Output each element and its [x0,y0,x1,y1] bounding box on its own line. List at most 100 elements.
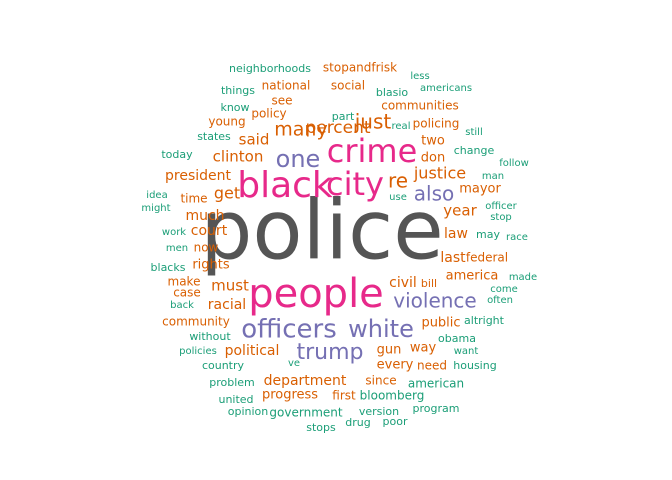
cloud-word-officers: officers [241,315,337,345]
cloud-word-said: said [239,131,270,149]
cloud-word-program: program [413,402,460,415]
cloud-word-americans: americans [420,83,472,94]
cloud-word-use: use [389,192,407,203]
cloud-word-white: white [348,315,414,343]
cloud-word-president: president [165,168,232,184]
cloud-word-many: many [274,119,327,141]
cloud-word-national: national [262,79,311,93]
cloud-word-department: department [264,373,347,389]
cloud-word-often: often [487,295,513,306]
cloud-word-racial: racial [208,297,246,313]
cloud-word-men: men [166,243,188,254]
cloud-word-mayor: mayor [459,182,501,197]
cloud-word-black: black [237,165,333,206]
cloud-word-blasio: blasio [376,86,409,99]
cloud-word-since: since [365,374,396,388]
cloud-word-states: states [197,130,231,143]
cloud-word-united: united [218,393,253,406]
cloud-word-make: make [168,275,201,289]
cloud-word-part: part [332,110,355,123]
cloud-word-stops: stops [306,421,336,434]
cloud-word-work: work [162,227,186,238]
cloud-word-without: without [189,330,231,343]
cloud-word-america: america [446,269,499,284]
cloud-word-get: get [214,184,240,203]
cloud-word-neighborhoods: neighborhoods [229,62,311,75]
cloud-word-police: police [200,183,443,278]
cloud-word-man: man [482,171,504,182]
cloud-word-see: see [271,94,292,108]
cloud-word-follow: follow [499,158,529,169]
cloud-word-still: still [465,127,482,138]
cloud-word-law: law [444,226,468,242]
cloud-word-social: social [331,79,365,93]
cloud-word-blacks: blacks [151,261,186,274]
cloud-word-policy: policy [251,107,286,121]
cloud-word-trump: trump [296,340,363,365]
cloud-word-version: version [359,405,399,418]
cloud-word-less: less [410,71,429,82]
cloud-word-crime: crime [327,132,418,170]
cloud-word-also: also [414,182,454,206]
cloud-word-might: might [141,203,170,214]
cloud-word-made: made [509,272,537,283]
cloud-word-rights: rights [192,258,230,273]
cloud-word-housing: housing [453,359,496,372]
cloud-word-violence: violence [393,289,476,313]
cloud-word-case: case [173,286,201,300]
cloud-word-want: want [454,346,479,357]
cloud-word-city: city [326,165,384,203]
cloud-word-now: now [194,241,219,255]
cloud-word-year: year [443,202,477,220]
cloud-word-gun: gun [377,343,402,358]
cloud-word-much: much [185,208,224,224]
cloud-word-problem: problem [209,376,255,389]
cloud-word-ve: ve [288,358,300,369]
cloud-word-country: country [202,359,245,372]
cloud-word-way: way [410,341,437,356]
cloud-word-race: race [506,232,528,243]
cloud-word-young: young [208,115,245,129]
cloud-word-court: court [191,223,228,239]
cloud-word-policies: policies [179,346,217,357]
cloud-word-percent: percent [305,118,370,138]
cloud-word-bill: bill [421,277,437,290]
cloud-word-political: political [225,343,280,359]
cloud-word-last: last [440,250,466,266]
cloud-word-every: every [377,358,414,373]
cloud-word-officer: officer [485,201,517,212]
cloud-word-communities: communities [381,99,459,113]
cloud-word-opinion: opinion [228,405,269,418]
cloud-word-real: real [392,121,411,132]
cloud-word-community: community [162,315,230,329]
cloud-word-obama: obama [438,332,476,345]
cloud-word-policing: policing [413,117,460,131]
cloud-word-things: things [221,84,255,97]
cloud-word-change: change [454,144,495,157]
cloud-word-back: back [170,300,194,311]
cloud-word-idea: idea [146,190,167,201]
cloud-word-people: people [248,271,384,317]
cloud-word-first: first [332,389,356,403]
cloud-word-one: one [276,145,321,173]
cloud-word-bloomberg: bloomberg [360,389,425,403]
cloud-word-public: public [421,316,460,331]
cloud-word-two: two [421,134,445,149]
cloud-word-re: re [388,169,408,193]
cloud-word-altright: altright [464,314,505,327]
cloud-word-may: may [476,228,500,241]
cloud-word-today: today [161,148,193,161]
cloud-word-know: know [220,101,249,114]
cloud-word-government: government [269,406,342,420]
cloud-word-clinton: clinton [213,148,264,166]
cloud-word-justice: justice [413,164,466,183]
cloud-word-civil: civil [389,275,417,291]
cloud-word-don: don [421,151,445,166]
cloud-word-come: come [490,284,518,295]
cloud-word-american: american [408,377,464,391]
cloud-word-time: time [180,192,207,206]
cloud-word-poor: poor [383,415,408,428]
cloud-word-just: just [354,110,392,134]
cloud-word-drug: drug [345,416,370,429]
